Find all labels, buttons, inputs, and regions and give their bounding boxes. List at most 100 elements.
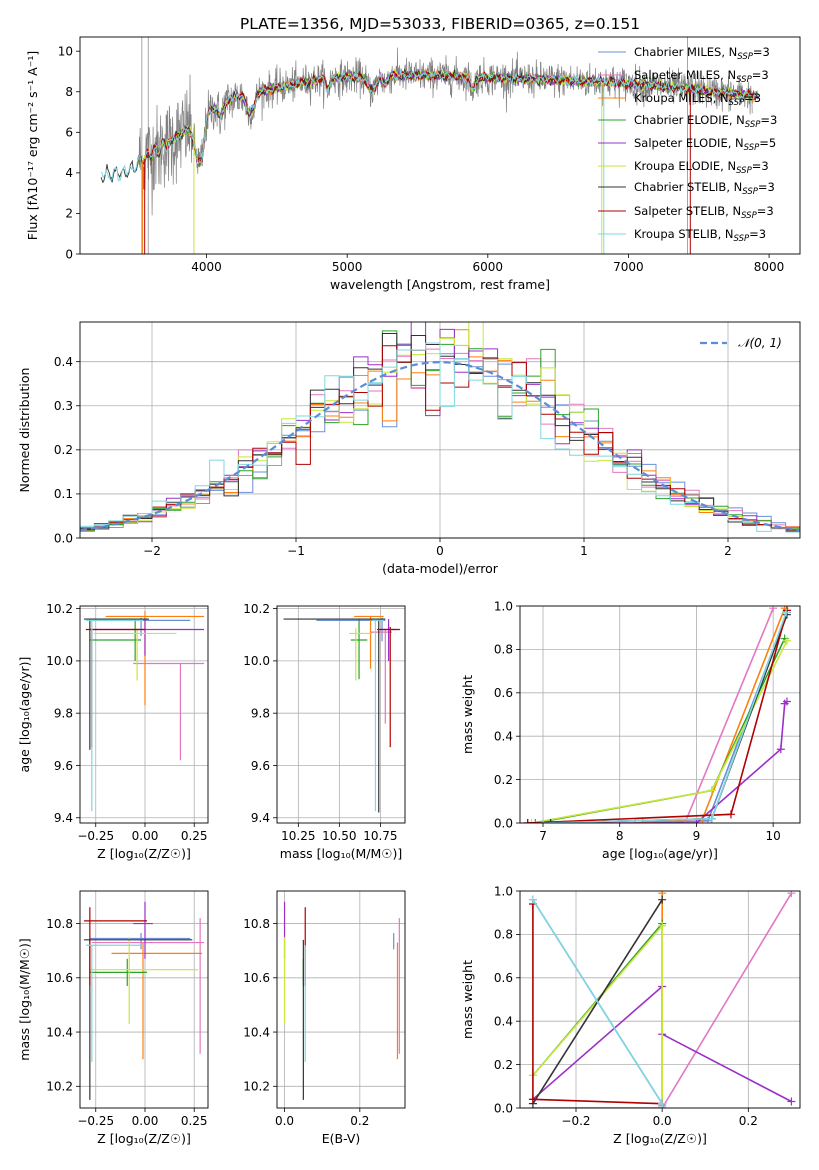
age_vs_z-xtick-label: 0.00 (132, 829, 159, 843)
mass-weight-marker-salpeter_miles (769, 606, 778, 613)
massweight_vs_age-ytick-label: 1.0 (494, 599, 513, 613)
spectrum-ytick-label: 10 (58, 44, 73, 58)
spectrum-xtick-label: 5000 (332, 260, 363, 274)
massweight_vs_age-xtick-label: 10 (766, 829, 781, 843)
age_vs_mass-ytick-label: 10.0 (243, 654, 270, 668)
errorbar-salpeter_elodie (133, 901, 153, 959)
spectrum-xtick-label: 7000 (613, 260, 644, 274)
mass_vs_z-xtick-label: 0.25 (181, 1114, 208, 1128)
errorbar-salpeter_stelib (83, 907, 147, 986)
massweight_vs_z-xtick-label: −0.2 (561, 1114, 590, 1128)
massweight_vs_age-frame (519, 605, 801, 824)
massweight_vs_age-chart: 7 8 9 10 0.0 0.2 0.4 0.6 0.8 1.0 age [log₁₀(age/yr… (460, 599, 801, 861)
errorbar-kroupa_elodie (349, 628, 373, 681)
massweight_vs_z-xtick-label: 0.2 (739, 1114, 758, 1128)
mass-weight-marker-chabrier_stelib (546, 819, 555, 823)
spectrum-legend-label: Salpeter STELIB, NSSP=3 (634, 204, 774, 221)
residuals-plot-area (80, 322, 800, 534)
mass-weight-line-kroupa_elodie (532, 923, 663, 1108)
mass-weight-line-chabrier_elodie (535, 638, 786, 823)
mass-weight-marker-kroupa_stelib (707, 814, 716, 823)
massweight_vs_z-ytick-label: 1.0 (494, 884, 513, 898)
massweight_vs_age-plot-area (523, 606, 791, 823)
mass_vs_ebv-xtick-label: 0.2 (350, 1114, 369, 1128)
spectrum-legend-label: Salpeter ELODIE, NSSP=5 (634, 136, 776, 153)
massweight_vs_age-xtick-label: 7 (539, 829, 547, 843)
age_vs_z-ytick-label: 9.6 (54, 759, 73, 773)
massweight_vs_age-xlabel: age [log₁₀(age/yr)] (602, 846, 718, 861)
age_vs_z-ytick-label: 9.8 (54, 706, 73, 720)
residuals-ytick-label: 0.4 (54, 355, 73, 369)
errorbar-salpeter_stelib (85, 628, 145, 748)
mass-weight-marker-chabrier_elodie (531, 819, 540, 823)
residuals-xtick-label: −2 (143, 544, 161, 558)
massweight_vs_age-ytick-label: 0.2 (494, 773, 513, 787)
spectrum-ytick-label: 0 (65, 247, 73, 261)
massweight_vs_z-chart: −0.2 0.0 0.2 0.0 0.2 0.4 0.6 0.8 1.0 Z [log₁₀(Z/Z… (460, 884, 801, 1146)
mass_vs_z-ytick-label: 10.2 (46, 1080, 73, 1094)
age_vs_z-plot-area (83, 611, 205, 812)
spectrum-legend-label: Kroupa ELODIE, NSSP=3 (634, 159, 769, 176)
spectrum-xtick-label: 8000 (754, 260, 785, 274)
spectrum-legend-label: Salpeter MILES, NSSP=3 (634, 68, 769, 85)
errorbar-salpeter_miles (91, 918, 205, 1054)
age_vs_mass-ytick-label: 9.6 (251, 759, 270, 773)
mass-weight-marker-salpeter_elodie (782, 697, 791, 706)
massweight_vs_z-xlabel: Z [log₁₀(Z/Z☉)] (613, 1131, 707, 1146)
age_vs_mass-ytick-label: 10.2 (243, 602, 270, 616)
spectrum-plot-area (100, 37, 759, 254)
age_vs_z-ytick-label: 10.0 (46, 654, 73, 668)
spectrum-ytick-label: 6 (65, 126, 73, 140)
age_vs_mass-xlabel: mass [log₁₀(M/M☉)] (280, 846, 402, 861)
mass_vs_z-frame (79, 890, 209, 1109)
errorbar-salpeter_miles (133, 662, 205, 761)
age_vs_z-chart: −0.25 0.00 0.25 9.4 9.6 9.8 10.0 10.2 Z [log₁₀(Z… (17, 602, 209, 861)
errorbar-chabrier_stelib (283, 618, 386, 813)
residuals-xtick-label: −1 (287, 544, 305, 558)
age_vs_mass-chart: 10.25 10.50 10.75 9.4 9.6 9.8 10.0 10.2 mass [lo… (243, 602, 406, 861)
spectrum-ytick-label: 8 (65, 85, 73, 99)
residuals-ytick-label: 0.3 (54, 399, 73, 413)
age_vs_z-xtick-label: −0.25 (77, 829, 114, 843)
massweight_vs_age-xtick-label: 8 (616, 829, 624, 843)
age_vs_z-xtick-label: 0.25 (181, 829, 208, 843)
massweight_vs_z-xtick-label: 0.0 (653, 1114, 672, 1128)
mass_vs_z-xlabel: Z [log₁₀(Z/Z☉)] (97, 1131, 191, 1146)
age_vs_mass-plot-area (283, 615, 401, 813)
mass-weight-line-chabrier_elodie (532, 921, 663, 1108)
mass-weight-marker-salpeter_elodie (776, 745, 785, 754)
errorbar-chabrier_stelib (83, 618, 149, 750)
spectrum-ytick-label: 4 (65, 166, 73, 180)
mass_vs_z-ylabel: mass [log₁₀(M/M☉)] (17, 938, 32, 1060)
spectrum-ylabel: Flux [fλ10⁻¹⁷ erg cm⁻² s⁻¹ A⁻¹] (25, 51, 40, 240)
massweight_vs_z-ytick-label: 0.6 (494, 971, 513, 985)
mass-weight-marker-kroupa_elodie (782, 636, 791, 645)
spectrum-chart: 4000 5000 6000 7000 8000 0 2 4 6 8 10 wavelength [A… (25, 36, 801, 292)
mass_vs_z-ytick-label: 10.6 (46, 971, 73, 985)
errorbar-chabrier_miles (89, 933, 191, 950)
massweight_vs_z-frame (519, 890, 801, 1109)
mass_vs_z-grid (80, 891, 208, 1108)
spectrum-xtick-label: 6000 (473, 260, 504, 274)
spectrum-legend-label: Chabrier ELODIE, NSSP=3 (634, 113, 777, 130)
errorbar-salpeter_elodie (380, 619, 397, 661)
mass-weight-marker-kroupa_stelib (539, 819, 548, 823)
errorbar-kroupa_stelib (372, 619, 384, 812)
massweight_vs_z-ylabel: mass weight (460, 960, 475, 1039)
spectrum-legend-label: Chabrier STELIB, NSSP=3 (634, 180, 775, 197)
massweight_vs_z-ytick-label: 0.8 (494, 928, 513, 942)
spectrum-frame (79, 36, 801, 255)
mass-weight-marker-salpeter_stelib (523, 819, 532, 823)
mass-weight-marker-kroupa_elodie (707, 786, 716, 795)
mass-weight-marker-salpeter_elodie (787, 1097, 796, 1106)
age_vs_z-ytick-label: 10.2 (46, 602, 73, 616)
age_vs_z-ylabel: age [log₁₀(age/yr)] (17, 657, 32, 773)
spectrum-legend-label: Kroupa MILES, NSSP=3 (634, 91, 761, 108)
massweight_vs_age-ytick-label: 0.0 (494, 816, 513, 830)
spectrum-legend-label: Kroupa STELIB, NSSP=3 (634, 227, 766, 244)
age_vs_mass-ytick-label: 9.4 (251, 811, 270, 825)
spectrum-ytick-label: 2 (65, 207, 73, 221)
residuals-ylabel: Normed distribution (17, 368, 32, 493)
residuals-xtick-label: 1 (580, 544, 588, 558)
mass_vs_ebv-plot-area (283, 901, 400, 1100)
